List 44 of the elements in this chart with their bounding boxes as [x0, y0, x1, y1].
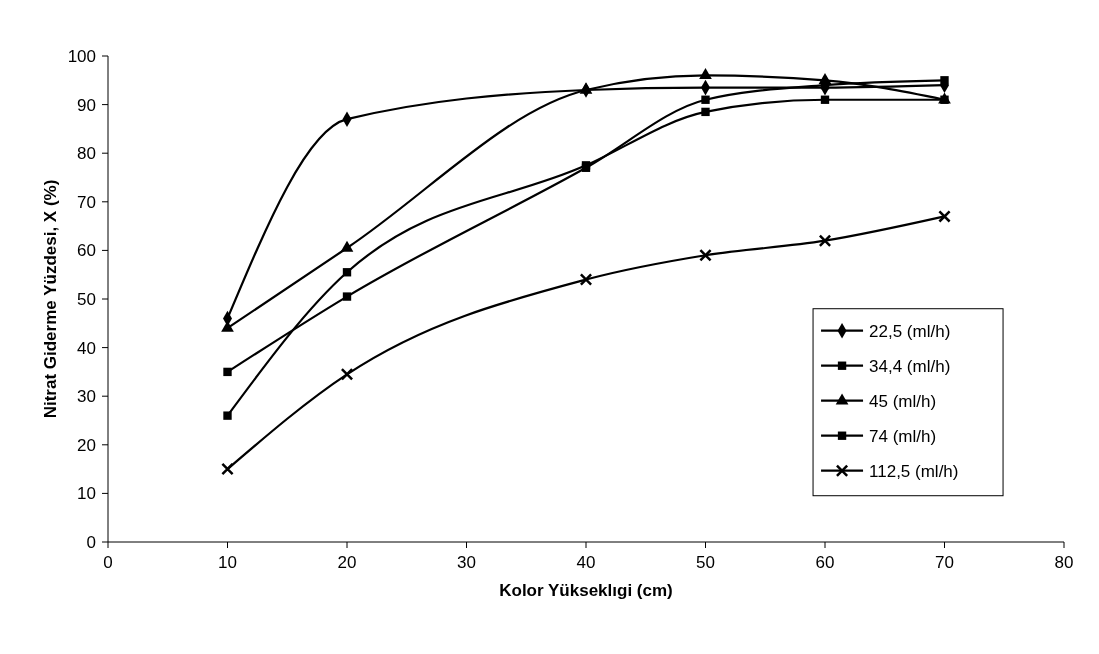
x-tick-label: 30	[457, 553, 476, 572]
point	[221, 462, 234, 476]
legend-label: 45 (ml/h)	[869, 391, 937, 411]
x-tick-label: 20	[337, 553, 357, 572]
point	[340, 240, 354, 252]
point	[818, 234, 832, 248]
x-tick-label: 60	[815, 553, 835, 572]
y-tick-label: 70	[77, 192, 96, 212]
x-tick-label: 0	[103, 553, 113, 572]
legend-label: 112,5 (ml/h)	[869, 461, 959, 481]
y-tick-label: 30	[77, 387, 96, 407]
legend-label: 34,4 (ml/h)	[869, 356, 951, 376]
x-tick-label: 50	[696, 553, 715, 572]
x-tick-label: 40	[576, 553, 596, 572]
point	[340, 367, 354, 381]
point	[699, 68, 712, 80]
legend-label: 22,5 (ml/h)	[869, 321, 951, 341]
x-tick-label: 10	[218, 553, 237, 572]
point	[701, 107, 710, 117]
point	[223, 411, 232, 420]
point	[818, 72, 832, 84]
x-tick-label: 70	[935, 553, 954, 572]
y-axis-title: Nitrat Giderme Yüzdesi, X (%)	[41, 179, 60, 419]
point	[940, 76, 949, 85]
point	[579, 273, 593, 286]
point	[701, 95, 710, 104]
point	[342, 268, 352, 277]
y-tick-label: 40	[77, 338, 96, 358]
point	[342, 292, 352, 301]
x-axis-title: Kolor Yükseklıgi (cm)	[499, 581, 673, 600]
y-tick-label: 50	[77, 290, 96, 309]
y-tick-label: 100	[67, 47, 96, 66]
point	[223, 367, 232, 377]
y-tick-label: 90	[77, 95, 96, 115]
point	[699, 248, 712, 262]
point	[938, 210, 951, 223]
legend-label: 74 (ml/h)	[869, 426, 937, 446]
point	[820, 95, 830, 104]
y-tick-label: 0	[86, 533, 96, 552]
y-tick-label: 10	[77, 484, 96, 504]
y-tick-label: 60	[77, 241, 96, 261]
y-tick-label: 20	[77, 435, 96, 455]
x-tick-label: 80	[1054, 553, 1074, 572]
y-tick-label: 80	[77, 144, 96, 164]
